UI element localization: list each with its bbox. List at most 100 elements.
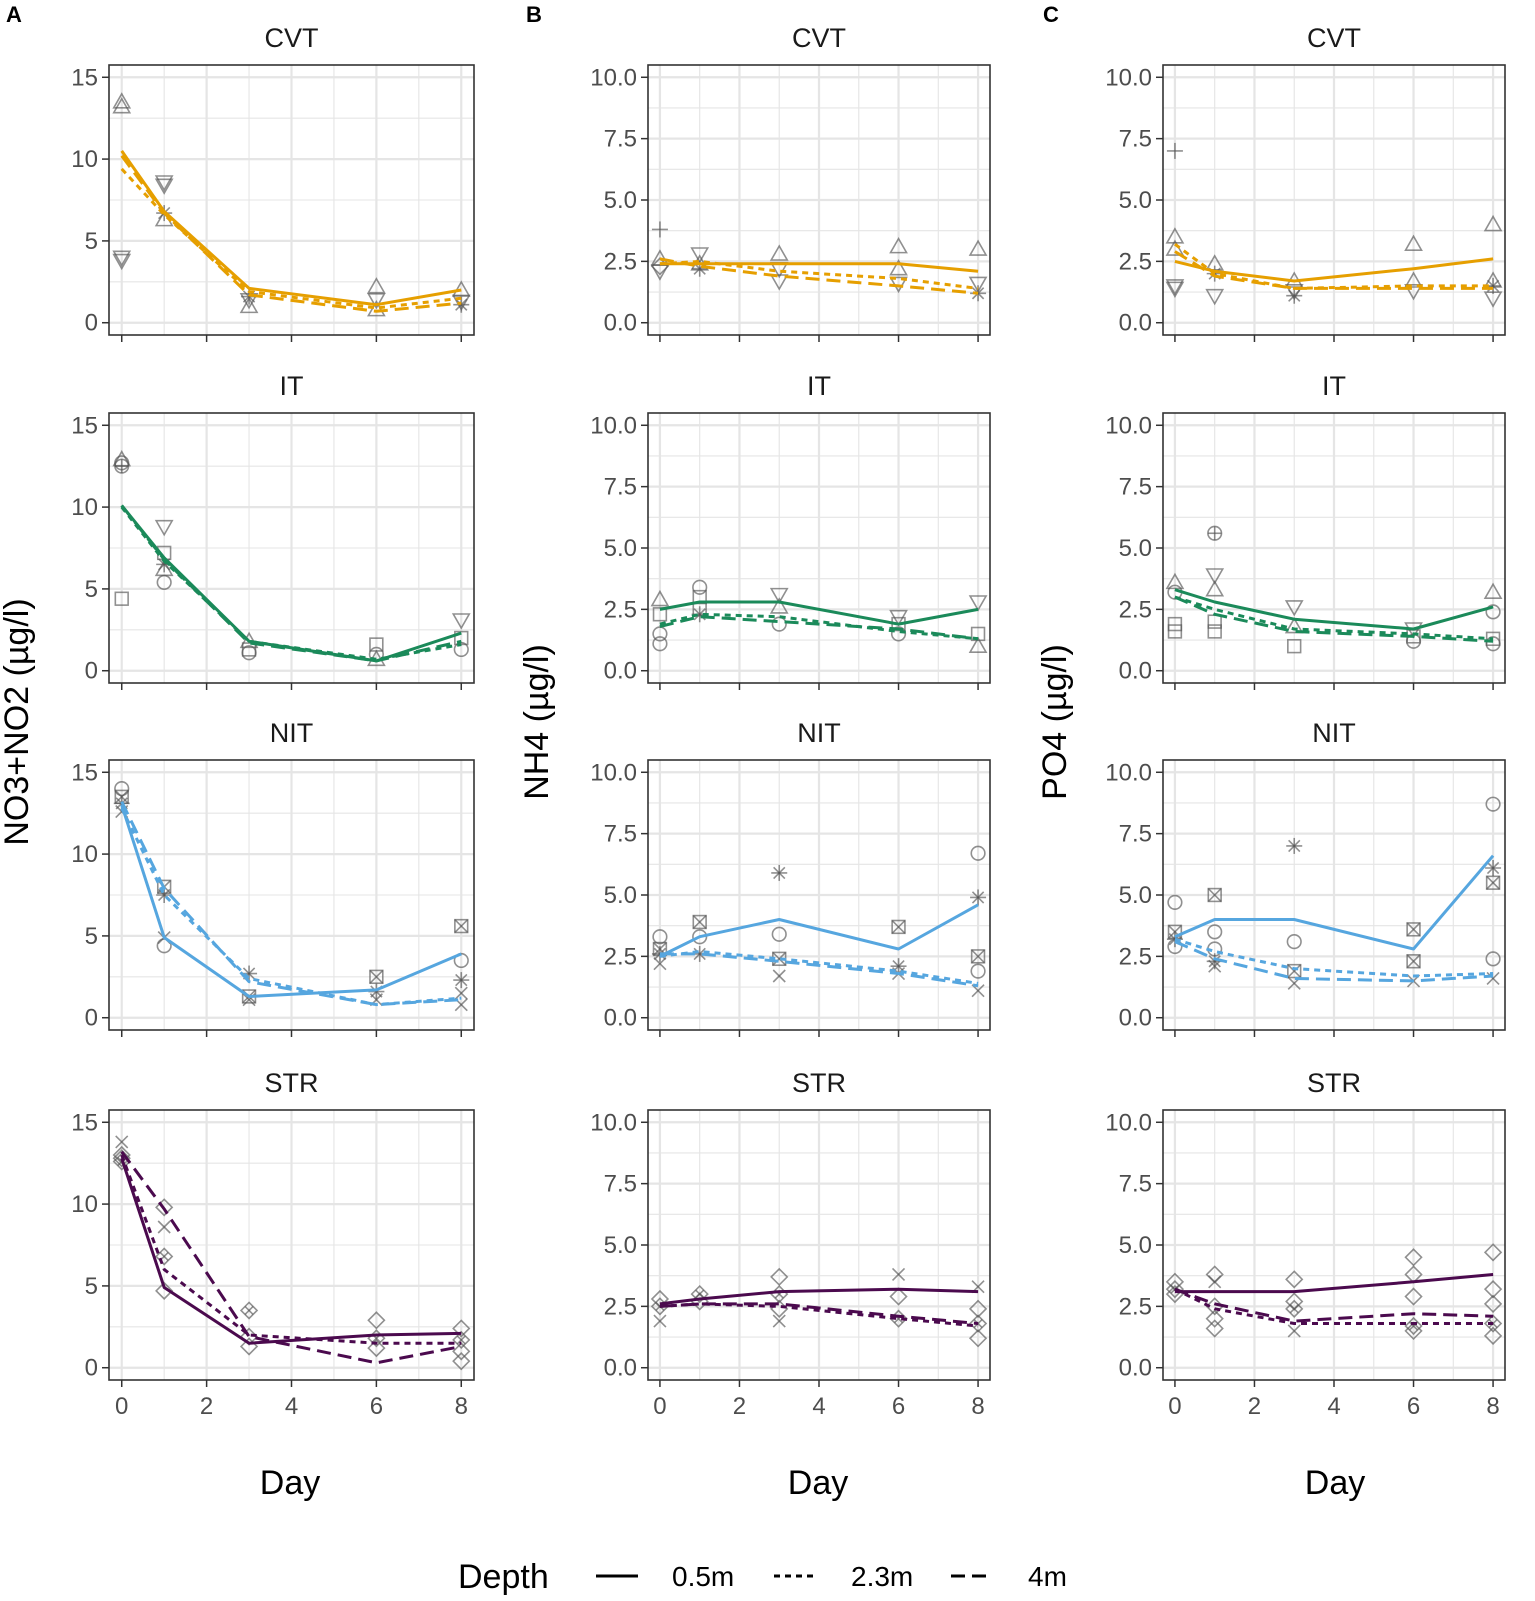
- y-tick-label-a-it: 10: [71, 494, 98, 521]
- data-point: [1485, 604, 1501, 620]
- data-point: [968, 276, 988, 294]
- series-line-b-str-0-5m: [659, 1287, 979, 1306]
- y-tick-label-c-it: 7.5: [1119, 474, 1152, 501]
- panel-b-it: IT 0.0 2.5 5.0 7.5 10.0: [590, 371, 991, 690]
- data-point: [239, 296, 259, 314]
- y-tick-label-b-str: 0.0: [604, 1355, 637, 1382]
- data-point: [770, 1267, 789, 1287]
- data-point: [971, 984, 985, 998]
- data-point: [1165, 281, 1185, 298]
- x-tick-label-c-str: 6: [1407, 1393, 1420, 1420]
- points-c-nit: [1166, 796, 1502, 990]
- data-point: [1404, 1287, 1423, 1306]
- data-point: [771, 926, 787, 942]
- data-point: [889, 237, 908, 254]
- data-point: [970, 845, 986, 861]
- y-tick-label-c-nit: 2.5: [1119, 943, 1152, 970]
- data-point: [1207, 525, 1223, 541]
- panel-a-str: STR 0 5 10 15 0 2 4 6 8: [71, 1068, 475, 1420]
- y-tick-label-c-nit: 7.5: [1119, 821, 1152, 848]
- y-tick-label-c-str: 7.5: [1119, 1171, 1152, 1198]
- data-point: [154, 175, 174, 192]
- data-point: [452, 1342, 471, 1361]
- facet-title-b-nit: NIT: [797, 718, 841, 748]
- panel-frame-b-it: [647, 412, 991, 684]
- data-point: [1483, 1243, 1503, 1262]
- y-tick-label-b-nit: 10.0: [590, 759, 637, 786]
- y-axis-title-b: NH4 (µg/l): [518, 644, 556, 800]
- data-point: [1406, 954, 1421, 969]
- data-point: [1404, 1248, 1423, 1267]
- y-tick-label-a-str: 0: [85, 1355, 98, 1382]
- facet-title-a-str: STR: [265, 1068, 319, 1098]
- x-tick-label-b-str: 6: [892, 1393, 905, 1420]
- y-tick-label-a-cvt: 10: [71, 146, 98, 173]
- data-point: [367, 1311, 386, 1330]
- series-line-c-str-0-5m: [1174, 1273, 1494, 1294]
- data-point: [1208, 1275, 1222, 1289]
- data-point: [970, 626, 986, 642]
- panel-frame-c-nit: [1162, 759, 1506, 1031]
- y-tick-label-c-it: 5.0: [1119, 535, 1152, 562]
- data-point: [112, 97, 132, 114]
- y-tick-label-a-str: 5: [85, 1273, 98, 1300]
- panel-b-cvt: CVT 0.0 2.5 5.0 7.5 10.0: [590, 23, 991, 342]
- series-line-b-it-0-5m: [659, 600, 979, 626]
- data-point: [157, 1220, 171, 1234]
- panel-b-str: STR 0.0 2.5 5.0 7.5 10.0 0 2 4 6 8: [590, 1068, 991, 1420]
- y-tick-label-a-nit: 5: [85, 923, 98, 950]
- series-line-b-cvt-4m: [659, 257, 979, 295]
- data-point: [1205, 580, 1225, 597]
- y-tick-label-b-it: 7.5: [604, 474, 637, 501]
- y-tick-label-c-str: 2.5: [1119, 1293, 1152, 1320]
- y-tick-label-b-it: 5.0: [604, 535, 637, 562]
- data-point: [769, 244, 789, 261]
- y-tick-label-a-cvt: 5: [85, 228, 98, 255]
- column-label-c: C: [1043, 2, 1059, 27]
- panel-c-it: IT 0.0 2.5 5.0 7.5 10.0: [1105, 371, 1506, 690]
- x-tick-label-a-str: 4: [285, 1393, 298, 1420]
- x-tick-label-a-str: 6: [370, 1393, 383, 1420]
- y-tick-label-c-str: 0.0: [1119, 1355, 1152, 1382]
- facet-title-c-str: STR: [1307, 1068, 1361, 1098]
- data-point: [1483, 1326, 1503, 1345]
- panel-frame-b-cvt: [647, 64, 991, 336]
- points-a-str: [112, 1135, 471, 1371]
- y-tick-label-a-nit: 10: [71, 841, 98, 868]
- x-tick-label-b-str: 4: [812, 1393, 825, 1420]
- facet-title-c-nit: NIT: [1312, 718, 1356, 748]
- data-point: [1404, 234, 1423, 251]
- data-point: [692, 914, 707, 930]
- data-point: [1165, 227, 1185, 244]
- data-point: [970, 949, 986, 964]
- facet-title-b-cvt: CVT: [792, 23, 846, 53]
- y-tick-label-a-cvt: 0: [85, 310, 98, 337]
- panel-frame-c-cvt: [1162, 64, 1506, 336]
- panel-c-str: STR 0.0 2.5 5.0 7.5 10.0 0 2 4 6 8: [1105, 1068, 1506, 1420]
- data-point: [653, 957, 667, 971]
- data-point: [652, 929, 668, 945]
- facet-title-b-it: IT: [807, 371, 831, 401]
- series-line-a-nit-4m: [120, 801, 462, 1007]
- y-tick-label-b-str: 7.5: [604, 1171, 637, 1198]
- x-axis-title-a: Day: [260, 1464, 320, 1502]
- data-point: [769, 274, 789, 291]
- panel-frame-a-str: [108, 1109, 475, 1381]
- data-point: [1485, 796, 1501, 812]
- data-point: [1404, 1321, 1423, 1341]
- data-point: [154, 178, 174, 195]
- legend-label-0-5m: 0.5m: [672, 1561, 734, 1592]
- series-line-a-it-4m: [120, 504, 462, 663]
- major-grid-b-cvt: [648, 65, 990, 335]
- column-label-b: B: [526, 2, 542, 27]
- panel-a-cvt: CVT 0 5 10 15: [71, 23, 475, 342]
- data-point: [650, 589, 670, 607]
- series-line-c-cvt-2-3m: [1174, 242, 1494, 290]
- y-tick-label-b-nit: 0.0: [604, 1005, 637, 1032]
- panel-frame-c-str: [1162, 1109, 1506, 1381]
- series-line-a-str-2-3m: [120, 1154, 462, 1345]
- data-point: [772, 1314, 786, 1328]
- data-point: [652, 636, 668, 652]
- panel-frame-a-cvt: [108, 64, 475, 336]
